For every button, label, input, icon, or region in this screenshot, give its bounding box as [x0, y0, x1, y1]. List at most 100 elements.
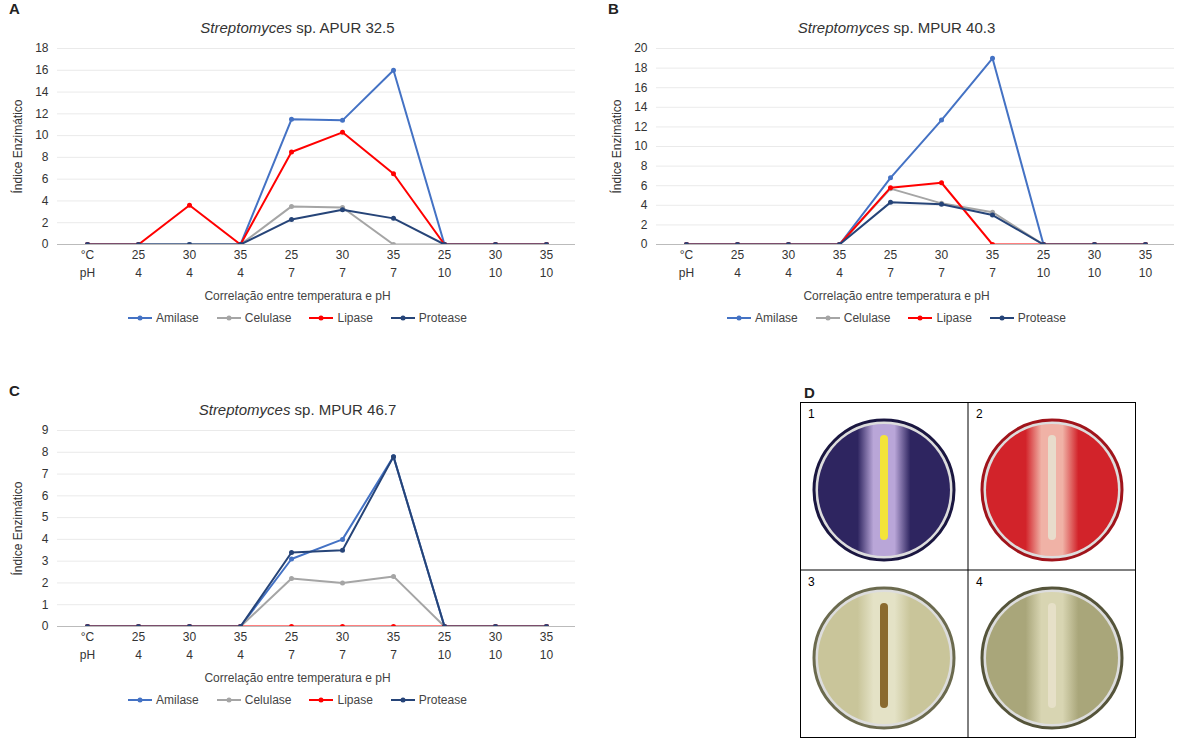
svg-text:4: 4: [42, 532, 49, 546]
svg-text:6: 6: [42, 172, 49, 186]
svg-text:7: 7: [42, 467, 49, 481]
svg-text:°C: °C: [81, 248, 95, 262]
svg-text:7: 7: [390, 648, 397, 662]
svg-text:4: 4: [135, 266, 142, 280]
svg-text:25: 25: [132, 630, 146, 644]
svg-text:0: 0: [42, 619, 49, 633]
svg-text:4: 4: [976, 575, 983, 589]
svg-text:2: 2: [42, 216, 49, 230]
svg-text:pH: pH: [80, 648, 95, 662]
svg-text:Índice Enzimático: Índice Enzimático: [10, 481, 25, 575]
svg-text:20: 20: [634, 41, 648, 55]
svg-text:18: 18: [35, 41, 49, 55]
svg-text:10: 10: [1088, 266, 1102, 280]
svg-text:10: 10: [540, 266, 554, 280]
svg-text:4: 4: [42, 194, 49, 208]
svg-text:4: 4: [237, 648, 244, 662]
svg-text:30: 30: [336, 630, 350, 644]
svg-text:10: 10: [540, 648, 554, 662]
svg-text:10: 10: [438, 266, 452, 280]
svg-text:7: 7: [339, 648, 346, 662]
svg-text:4: 4: [734, 266, 741, 280]
svg-text:7: 7: [288, 648, 295, 662]
svg-text:35: 35: [234, 248, 248, 262]
svg-text:16: 16: [35, 63, 49, 77]
svg-text:2: 2: [976, 407, 983, 421]
svg-text:25: 25: [285, 630, 299, 644]
svg-text:10: 10: [1139, 266, 1153, 280]
svg-text:30: 30: [336, 248, 350, 262]
svg-text:35: 35: [387, 630, 401, 644]
svg-text:30: 30: [489, 248, 503, 262]
html-text:Streptomyces sp. APUR 32.5: Streptomyces sp. APUR 32.5: [200, 19, 395, 36]
svg-text:35: 35: [1139, 248, 1153, 262]
svg-text:8: 8: [42, 150, 49, 164]
svg-text:9: 9: [42, 423, 49, 437]
svg-text:16: 16: [634, 81, 648, 95]
svg-text:25: 25: [1037, 248, 1051, 262]
svg-text:7: 7: [887, 266, 894, 280]
svg-text:7: 7: [339, 266, 346, 280]
svg-text:10: 10: [438, 648, 452, 662]
svg-text:7: 7: [288, 266, 295, 280]
svg-text:4: 4: [186, 266, 193, 280]
svg-text:5: 5: [42, 510, 49, 524]
svg-text:35: 35: [986, 248, 1000, 262]
svg-text:30: 30: [489, 630, 503, 644]
svg-text:14: 14: [35, 85, 49, 99]
svg-text:°C: °C: [81, 630, 95, 644]
svg-text:4: 4: [135, 648, 142, 662]
svg-text:30: 30: [935, 248, 949, 262]
svg-text:°C: °C: [680, 248, 694, 262]
svg-text:25: 25: [731, 248, 745, 262]
svg-text:8: 8: [641, 159, 648, 173]
svg-text:7: 7: [390, 266, 397, 280]
svg-text:Índice Enzimático: Índice Enzimático: [10, 99, 25, 193]
svg-text:30: 30: [1088, 248, 1102, 262]
svg-text:1: 1: [808, 407, 815, 421]
svg-text:2: 2: [42, 576, 49, 590]
svg-text:35: 35: [833, 248, 847, 262]
svg-text:30: 30: [782, 248, 796, 262]
svg-text:25: 25: [285, 248, 299, 262]
svg-text:4: 4: [836, 266, 843, 280]
svg-text:pH: pH: [80, 266, 95, 280]
svg-text:18: 18: [634, 61, 648, 75]
svg-text:4: 4: [186, 648, 193, 662]
svg-text:4: 4: [641, 198, 648, 212]
svg-text:14: 14: [634, 100, 648, 114]
svg-text:10: 10: [1037, 266, 1051, 280]
svg-text:pH: pH: [679, 266, 694, 280]
svg-text:10: 10: [489, 648, 503, 662]
svg-text:12: 12: [35, 107, 49, 121]
svg-text:3: 3: [42, 554, 49, 568]
svg-text:3: 3: [808, 575, 815, 589]
svg-text:0: 0: [42, 237, 49, 251]
svg-text:10: 10: [634, 139, 648, 153]
svg-text:25: 25: [132, 248, 146, 262]
html-text:Streptomyces sp. MPUR 40.3: Streptomyces sp. MPUR 40.3: [797, 19, 996, 36]
svg-text:35: 35: [387, 248, 401, 262]
svg-text:35: 35: [540, 248, 554, 262]
svg-text:8: 8: [42, 445, 49, 459]
svg-text:25: 25: [438, 630, 452, 644]
svg-text:4: 4: [785, 266, 792, 280]
svg-text:2: 2: [641, 218, 648, 232]
svg-text:30: 30: [183, 630, 197, 644]
svg-text:7: 7: [938, 266, 945, 280]
svg-text:6: 6: [641, 179, 648, 193]
svg-text:10: 10: [35, 128, 49, 142]
svg-text:30: 30: [183, 248, 197, 262]
svg-text:25: 25: [884, 248, 898, 262]
svg-text:35: 35: [234, 630, 248, 644]
svg-text:25: 25: [438, 248, 452, 262]
svg-text:6: 6: [42, 489, 49, 503]
svg-text:12: 12: [634, 120, 648, 134]
svg-text:10: 10: [489, 266, 503, 280]
svg-text:1: 1: [42, 598, 49, 612]
svg-text:0: 0: [641, 237, 648, 251]
svg-text:Índice Enzimático: Índice Enzimático: [609, 99, 624, 193]
svg-text:4: 4: [237, 266, 244, 280]
svg-text:7: 7: [989, 266, 996, 280]
svg-text:35: 35: [540, 630, 554, 644]
